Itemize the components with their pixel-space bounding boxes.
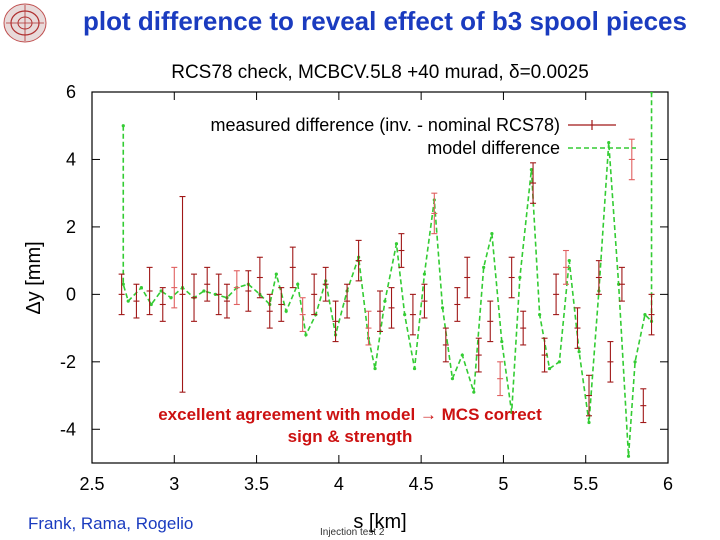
model-point: [126, 299, 130, 303]
x-tick-label: 6: [663, 474, 673, 494]
model-point: [538, 313, 542, 317]
chart-title: RCS78 check, MCBCV.5L8 +40 murad, δ=0.00…: [171, 62, 589, 83]
footer-event: Injection test 2: [320, 527, 385, 538]
model-point: [607, 140, 611, 145]
model-point: [412, 366, 417, 371]
x-tick-label: 4.5: [409, 474, 434, 494]
model-point: [450, 377, 455, 381]
model-point: [169, 296, 173, 300]
model-point: [490, 232, 494, 236]
model-point: [213, 292, 218, 296]
slide-title: plot difference to reveal effect of b3 s…: [83, 6, 687, 36]
model-point: [500, 339, 504, 344]
model-point: [373, 366, 377, 371]
model-point: [121, 282, 125, 286]
model-point: [626, 454, 631, 458]
model-point: [557, 360, 561, 364]
annotation-line-1: excellent agreement with model → MCS cor…: [158, 405, 542, 424]
model-point: [403, 313, 407, 317]
y-axis-title: Δy [mm]: [23, 241, 45, 314]
y-tick-label: 6: [66, 82, 76, 102]
y-tick-label: -2: [60, 352, 76, 372]
model-point: [518, 275, 522, 280]
model-point: [529, 167, 534, 172]
annotation-line-2: sign & strength: [287, 427, 413, 446]
model-point: [547, 366, 552, 371]
model-point: [482, 265, 486, 269]
cern-logo-icon: [3, 3, 47, 43]
model-point: [460, 353, 464, 357]
model-point: [139, 286, 143, 290]
legend-label-model: model difference: [427, 138, 560, 158]
legend-label-measured: measured difference (inv. - nominal RCS7…: [211, 115, 561, 135]
model-point: [422, 272, 427, 276]
y-tick-label: 4: [66, 149, 76, 169]
model-point: [296, 282, 300, 286]
model-point: [617, 282, 621, 286]
model-point: [577, 350, 581, 354]
model-point: [202, 289, 206, 293]
chart-svg: RCS78 check, MCBCV.5L8 +40 murad, δ=0.00…: [23, 62, 673, 533]
model-point: [633, 360, 637, 364]
model-point: [394, 242, 399, 246]
model-point: [274, 272, 278, 276]
model-point: [510, 410, 514, 415]
y-tick-label: 2: [66, 217, 76, 237]
annotation-text: excellent agreement with model → MCS cor…: [110, 404, 590, 448]
model-point: [159, 289, 163, 293]
x-tick-label: 4: [334, 474, 344, 494]
model-point: [383, 299, 387, 303]
model-point: [121, 124, 125, 128]
model-point: [304, 333, 308, 337]
plot-frame: [91, 91, 669, 464]
x-tick-label: 5: [498, 474, 508, 494]
model-point: [149, 302, 153, 307]
x-tick-label: 3: [169, 474, 179, 494]
x-tick-label: 5.5: [573, 474, 598, 494]
y-tick-label: -4: [60, 419, 76, 439]
series-line-model: [122, 92, 653, 457]
y-tick-label: 0: [66, 284, 76, 304]
x-axis-title: s [km]: [353, 511, 406, 533]
model-point: [567, 259, 571, 263]
model-point: [587, 420, 591, 425]
model-point: [440, 306, 445, 310]
x-tick-label: 2.5: [79, 474, 104, 494]
model-point: [284, 309, 288, 313]
model-point: [649, 92, 654, 94]
x-tick-label: 3.5: [244, 474, 269, 494]
footer-authors: Frank, Rama, Rogelio: [28, 514, 194, 533]
model-point: [472, 390, 476, 394]
model-point: [643, 313, 647, 317]
